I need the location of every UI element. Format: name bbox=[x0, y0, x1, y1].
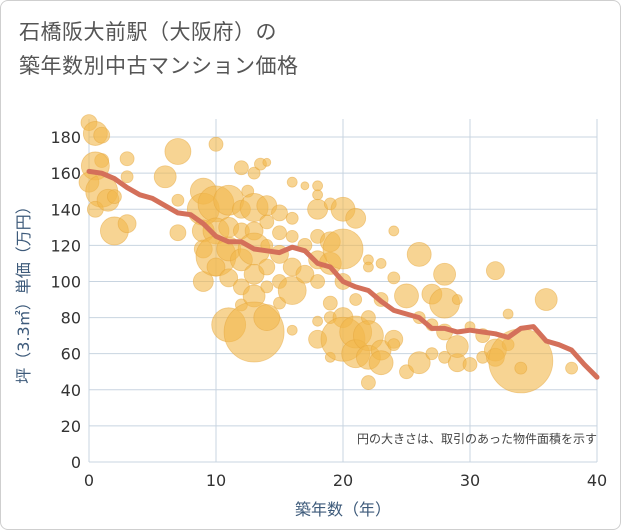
y-tick-label: 180 bbox=[50, 128, 81, 147]
bubble-point bbox=[247, 166, 261, 180]
bubble-point bbox=[565, 361, 578, 375]
bubble-point bbox=[208, 136, 224, 152]
bubble-point bbox=[485, 261, 505, 281]
bubble-point bbox=[312, 189, 324, 201]
bubble-point bbox=[394, 283, 419, 309]
bubble-point bbox=[312, 315, 324, 327]
bubble-point bbox=[368, 350, 394, 376]
bubble-point bbox=[388, 225, 400, 237]
bubble-point bbox=[260, 280, 274, 294]
y-tick-label: 60 bbox=[61, 345, 81, 364]
bubble-point bbox=[375, 258, 387, 269]
bubble-point bbox=[258, 258, 276, 276]
y-tick-label: 100 bbox=[50, 272, 81, 291]
bubble-point bbox=[219, 268, 239, 288]
bubble-point bbox=[107, 189, 122, 205]
chart-title: 石橋阪大前駅（大阪府）の 築年数別中古マンション価格 bbox=[19, 15, 299, 83]
bubble-point bbox=[300, 181, 310, 191]
bubble-point bbox=[277, 276, 307, 305]
bubble-point bbox=[253, 304, 281, 331]
chart-title-line2: 築年数別中古マンション価格 bbox=[19, 54, 299, 78]
bubble-point bbox=[462, 357, 478, 372]
bubble-point bbox=[169, 224, 187, 242]
bubble-point bbox=[93, 126, 111, 144]
bubble-point bbox=[164, 138, 192, 165]
bubble-point bbox=[312, 180, 324, 192]
y-tick-label: 140 bbox=[50, 200, 81, 219]
bubble-point bbox=[425, 347, 439, 361]
bubble-point bbox=[120, 170, 134, 184]
y-tick-label: 40 bbox=[61, 381, 81, 400]
bubble-point bbox=[206, 257, 226, 277]
x-tick-label: 10 bbox=[206, 471, 226, 490]
x-tick-label: 20 bbox=[333, 471, 353, 490]
bubble-point bbox=[349, 293, 363, 306]
x-tick-label: 30 bbox=[460, 471, 480, 490]
bubble-point bbox=[272, 225, 287, 241]
x-tick-label: 0 bbox=[84, 471, 94, 490]
bubble-point bbox=[295, 264, 315, 284]
bubble-point bbox=[407, 351, 431, 375]
bubble-point bbox=[362, 261, 374, 273]
bubble-point bbox=[271, 204, 288, 222]
bubble-point bbox=[285, 229, 299, 243]
y-tick-label: 160 bbox=[50, 164, 81, 183]
bubble-point bbox=[286, 176, 298, 188]
bubble-point bbox=[262, 157, 272, 167]
y-tick-labels: 0 20 40 60 80 100 120 140 160 180 bbox=[50, 128, 81, 472]
bubble-point bbox=[502, 308, 514, 320]
bubble-point bbox=[445, 335, 469, 358]
y-tick-label: 0 bbox=[71, 453, 81, 472]
bubble-layer bbox=[78, 114, 578, 394]
bubble-point bbox=[322, 228, 364, 270]
bubble-point bbox=[233, 160, 249, 176]
trend-line bbox=[86, 168, 600, 380]
bubble-point bbox=[534, 288, 558, 311]
y-tick-label: 80 bbox=[61, 309, 81, 328]
y-tick-label: 120 bbox=[50, 236, 81, 255]
bubble-point bbox=[514, 361, 528, 375]
x-tick-label: 40 bbox=[587, 471, 607, 490]
bubble-point bbox=[153, 165, 177, 189]
bubble-point bbox=[322, 295, 338, 311]
x-tick-labels: 0 10 20 30 40 bbox=[84, 471, 607, 490]
bubble-point bbox=[406, 241, 432, 267]
y-axis-title: 坪（3.3㎡）単価（万円） bbox=[14, 198, 33, 383]
bubble-point bbox=[433, 262, 457, 286]
bubble-point bbox=[286, 324, 298, 336]
size-note: 円の大きさは、取引のあった物件面積を示す bbox=[357, 431, 597, 446]
bubble-point bbox=[451, 294, 463, 305]
bubble-point bbox=[345, 207, 367, 229]
bubble-point bbox=[360, 375, 376, 390]
bubble-point bbox=[119, 151, 135, 167]
bubble-point bbox=[259, 214, 275, 230]
bubble-point bbox=[310, 274, 326, 289]
bubble-point bbox=[285, 211, 299, 225]
bubble-point bbox=[387, 338, 401, 352]
y-tick-label: 20 bbox=[61, 417, 81, 436]
bubble-point bbox=[117, 214, 137, 234]
x-axis-title: 築年数（年） bbox=[295, 500, 391, 519]
bubble-point bbox=[387, 271, 401, 285]
bubble-point bbox=[171, 193, 185, 207]
chart-title-line1: 石橋阪大前駅（大阪府）の bbox=[19, 20, 277, 44]
